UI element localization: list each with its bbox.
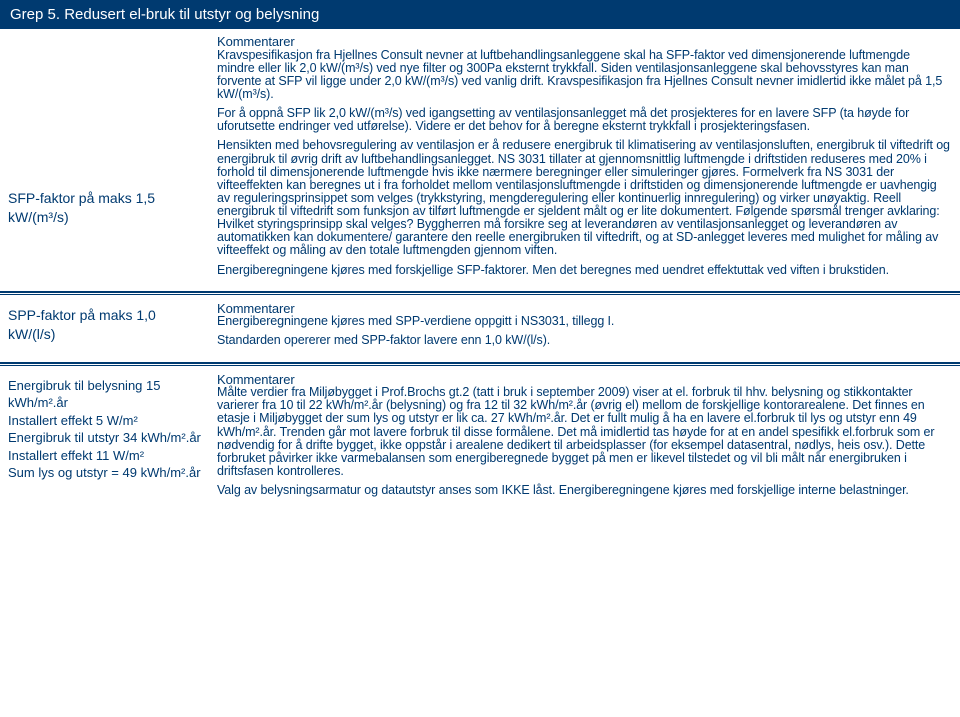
spp-para-2: Standarden opererer med SPP-faktor laver…: [217, 334, 950, 347]
sfp-para-3: Hensikten med behovsregulering av ventil…: [217, 139, 950, 257]
section-spp: SPP-faktor på maks 1,0 kW/(l/s) Kommenta…: [0, 296, 960, 364]
energi-effekt-5: Installert effekt 5 W/m²: [8, 412, 203, 430]
sfp-para-2: For å oppnå SFP lik 2,0 kW/(m³/s) ved ig…: [217, 107, 950, 133]
section-energi-right: Kommentarer Målte verdier fra Miljøbygge…: [211, 367, 960, 512]
energi-para-1: Målte verdier fra Miljøbygget i Prof.Bro…: [217, 386, 950, 478]
energi-kom-heading: Kommentarer: [217, 373, 950, 387]
energi-sum: Sum lys og utstyr = 49 kWh/m².år: [8, 464, 203, 482]
sfp-kom-heading: Kommentarer: [217, 35, 950, 49]
spp-label: SPP-faktor på maks 1,0 kW/(l/s): [8, 306, 203, 344]
page-title: Grep 5. Redusert el-bruk til utstyr og b…: [0, 0, 960, 29]
section-sfp-right: Kommentarer Kravspesifikasjon fra Hjelln…: [211, 29, 960, 291]
section-sfp: SFP-faktor på maks 1,5 kW/(m³/s) Komment…: [0, 29, 960, 293]
section-energi: Energibruk til belysning 15 kWh/m².år In…: [0, 367, 960, 512]
sfp-label: SFP-faktor på maks 1,5 kW/(m³/s): [8, 189, 203, 227]
section-spp-right: Kommentarer Energiberegningene kjøres me…: [211, 296, 960, 362]
section-spp-left: SPP-faktor på maks 1,0 kW/(l/s): [0, 296, 211, 362]
energi-utstyr: Energibruk til utstyr 34 kWh/m².år: [8, 429, 203, 447]
section-energi-left: Energibruk til belysning 15 kWh/m².år In…: [0, 367, 211, 512]
divider: [0, 365, 960, 366]
sfp-para-4: Energiberegningene kjøres med forskjelli…: [217, 264, 950, 277]
sfp-para-1: Kravspesifikasjon fra Hjellnes Consult n…: [217, 49, 950, 102]
energi-belysning: Energibruk til belysning 15 kWh/m².år: [8, 377, 203, 412]
divider: [0, 294, 960, 295]
section-sfp-left: SFP-faktor på maks 1,5 kW/(m³/s): [0, 29, 211, 291]
spp-kom-heading: Kommentarer: [217, 302, 950, 316]
energi-para-2: Valg av belysningsarmatur og datautstyr …: [217, 484, 950, 497]
energi-effekt-11: Installert effekt 11 W/m²: [8, 447, 203, 465]
spp-para-1: Energiberegningene kjøres med SPP-verdie…: [217, 315, 950, 328]
content-area: SFP-faktor på maks 1,5 kW/(m³/s) Komment…: [0, 29, 960, 511]
